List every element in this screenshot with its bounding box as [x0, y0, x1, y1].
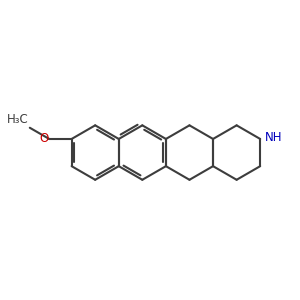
Text: NH: NH: [265, 131, 283, 144]
Text: H₃C: H₃C: [6, 113, 28, 126]
Text: O: O: [39, 133, 48, 146]
